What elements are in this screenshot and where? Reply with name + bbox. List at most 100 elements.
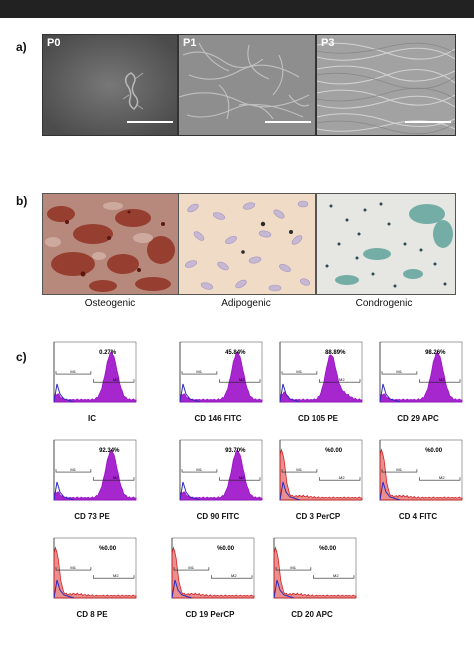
- histogram-area: [53, 351, 137, 403]
- gate-label-m1: M1: [296, 369, 302, 374]
- histogram-cd-20-apc: M1 M2 %0.00 CD 20 APC: [262, 536, 360, 619]
- gate-m1: [55, 567, 92, 571]
- histogram-cd-8-pe: M1 M2 %0.00 CD 8 PE: [42, 536, 140, 619]
- histogram-cd-3-percp: M1 M2 %0.00 CD 3 PerCP: [268, 438, 366, 521]
- histogram-cd-73-pe: M1 M2 92.34% CD 73 PE: [42, 438, 140, 521]
- plot-frame: [53, 341, 137, 403]
- histogram-area: [53, 449, 137, 501]
- marker-label: CD 20 APC: [291, 610, 333, 619]
- histogram-plot: M1 M2 88.89%: [279, 341, 363, 403]
- marker-label: CD 146 FITC: [194, 414, 242, 423]
- scale-bar: [405, 121, 451, 123]
- percent-positive-label: %0.00: [319, 546, 337, 552]
- gate-m1: [281, 371, 318, 375]
- isotype-line: [179, 481, 201, 501]
- marker-label: CD 3 PerCP: [295, 512, 341, 521]
- gate-m1: [181, 469, 218, 473]
- histogram-cd-105-pe: M1 M2 88.89% CD 105 PE: [268, 340, 366, 423]
- gate-label-m1: M1: [196, 369, 202, 374]
- gate-m2: [211, 575, 253, 579]
- histogram-area: [53, 546, 137, 599]
- gate-m1: [173, 567, 210, 571]
- marker-label: IC: [88, 414, 96, 423]
- isotype-line: [53, 481, 75, 501]
- axis-lines: [273, 538, 356, 599]
- gate-label-m2: M2: [339, 377, 345, 382]
- micrograph-p3: P3: [316, 34, 456, 136]
- gate-m1: [55, 469, 92, 473]
- gate-m2: [319, 379, 361, 383]
- micrograph-p0: P0: [42, 34, 178, 136]
- histogram-area: [279, 448, 363, 501]
- gate-label-m2: M2: [113, 475, 119, 480]
- histogram-cd-19-percp: M1 M2 %0.00 CD 19 PerCP: [160, 536, 258, 619]
- plot-frame: [53, 439, 137, 501]
- gate-m2: [419, 477, 461, 481]
- percent-positive-label: 92.34%: [99, 448, 120, 454]
- gate-label-m2: M2: [339, 475, 345, 480]
- gate-m2: [219, 477, 261, 481]
- axis-lines: [53, 538, 136, 599]
- histogram-plot: M1 M2 98.26%: [379, 341, 463, 403]
- histogram-area: [171, 546, 255, 599]
- axis-lines: [171, 538, 254, 599]
- histogram-cd-90-fitc: M1 M2 93.70% CD 90 FITC: [168, 438, 266, 521]
- histogram-plot: M1 M2 93.70%: [179, 439, 263, 501]
- stain-label-adipogenic: Adipogenic: [221, 298, 271, 309]
- gate-label-m2: M2: [239, 377, 245, 382]
- marker-label: CD 8 PE: [76, 610, 108, 619]
- gate-label-m2: M2: [239, 475, 245, 480]
- plot-frame: [273, 537, 357, 599]
- isotype-line: [379, 383, 401, 403]
- axis-lines: [179, 342, 262, 403]
- plot-frame: [171, 537, 255, 599]
- panel-a-label: a): [16, 40, 27, 54]
- histogram-area: [179, 351, 263, 403]
- gate-label-m2: M2: [333, 573, 339, 578]
- gate-label-m2: M2: [231, 573, 237, 578]
- gate-label-m2: M2: [113, 377, 119, 382]
- stain-label-osteogenic: Osteogenic: [84, 298, 136, 309]
- marker-label: CD 29 APC: [397, 414, 439, 423]
- gate-m1: [381, 371, 418, 375]
- gate-label-m1: M1: [290, 565, 296, 570]
- histogram-area: [379, 351, 463, 403]
- histogram-plot: M1 M2 0.27%: [53, 341, 137, 403]
- gate-m2: [313, 575, 355, 579]
- percent-positive-label: 98.26%: [425, 350, 446, 356]
- histogram-cd-146-fitc: M1 M2 45.84% CD 146 FITC: [168, 340, 266, 423]
- histogram-plot: M1 M2 %0.00: [53, 537, 137, 599]
- gate-m2: [419, 379, 461, 383]
- histogram-ic: M1 M2 0.27% IC: [42, 340, 140, 423]
- plot-frame: [179, 439, 263, 501]
- marker-label: CD 105 PE: [297, 414, 339, 423]
- percent-positive-label: 93.70%: [225, 448, 246, 454]
- micrograph-label: P0: [47, 37, 61, 49]
- gate-label-m2: M2: [439, 377, 445, 382]
- axis-lines: [379, 342, 462, 403]
- isotype-line: [171, 579, 193, 599]
- gate-label-m1: M1: [196, 467, 202, 472]
- histogram-area: [273, 546, 357, 599]
- gate-label-m2: M2: [439, 475, 445, 480]
- histogram-plot: M1 M2 92.34%: [53, 439, 137, 501]
- histogram-area: [279, 354, 363, 403]
- percent-positive-label: %0.00: [217, 546, 235, 552]
- histogram-cd-29-apc: M1 M2 98.26% CD 29 APC: [368, 340, 466, 423]
- histogram-area: [379, 448, 463, 501]
- gate-label-m1: M1: [296, 467, 302, 472]
- gate-m2: [93, 477, 135, 481]
- percent-positive-label: %0.00: [425, 448, 443, 454]
- isotype-line: [379, 481, 401, 501]
- marker-label: CD 73 PE: [74, 512, 110, 521]
- stain-label-condrogenic: Condrogenic: [355, 298, 413, 309]
- isotype-line: [279, 481, 301, 501]
- gate-label-m1: M1: [70, 565, 76, 570]
- gate-m2: [93, 379, 135, 383]
- panel-c-label: c): [16, 350, 27, 364]
- histogram-cd-4-fitc: M1 M2 %0.00 CD 4 FITC: [368, 438, 466, 521]
- axis-lines: [279, 440, 362, 501]
- isotype-line: [53, 579, 75, 599]
- top-bar: [0, 0, 474, 18]
- panel-b-label: b): [16, 194, 28, 208]
